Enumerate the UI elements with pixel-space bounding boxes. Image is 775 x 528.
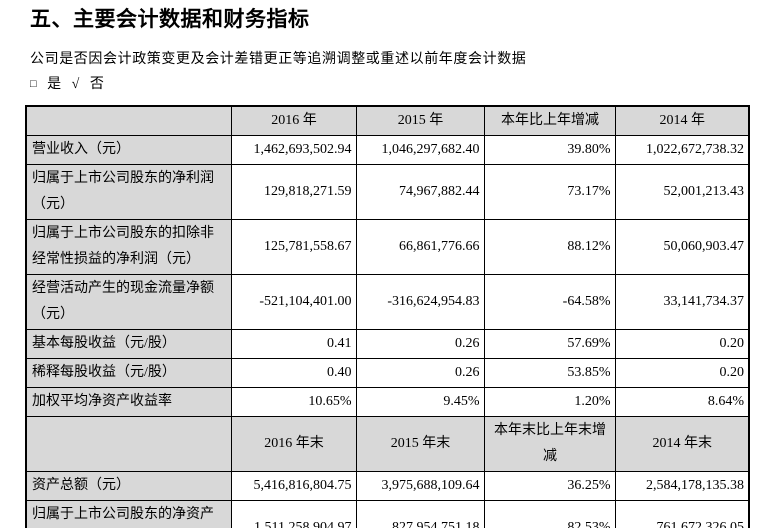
- value-cell: 0.20: [614, 329, 750, 359]
- value-cell: 1,022,672,738.32: [614, 135, 750, 165]
- restatement-answer: □ 是 √ 否: [30, 77, 775, 93]
- value-cell: 53.85%: [483, 358, 616, 388]
- row-label-cell: 基本每股收益（元/股）: [25, 329, 232, 359]
- table-row: 归属于上市公司股东的扣除非经常性损益的净利润（元） 125,781,558.67 6…: [25, 219, 750, 275]
- row-label-cell: 归属于上市公司股东的扣除非经常性损益的净利润（元）: [25, 219, 232, 275]
- value-cell: 0.20: [614, 358, 750, 388]
- section-title: 五、主要会计数据和财务指标: [30, 7, 310, 31]
- value-cell: 74,967,882.44: [355, 164, 485, 220]
- value-cell: 2,584,178,135.38: [614, 471, 750, 501]
- row-label-cell: 营业收入（元）: [25, 135, 232, 165]
- answer-yes-label: 是: [47, 77, 62, 92]
- column-header-cell: 2015 年: [355, 105, 485, 136]
- table-row: 资产总额（元） 5,416,816,804.75 3,975,688,109.64 3…: [25, 471, 750, 501]
- value-cell: 57.69%: [483, 329, 616, 359]
- answer-no-label: 否: [89, 77, 104, 92]
- column-header-cell: 2016 年: [230, 105, 357, 136]
- value-cell: 33,141,734.37: [614, 274, 750, 330]
- table-row: 归属于上市公司股东的净资产（元）1,511,258,904.97827,954,…: [25, 500, 750, 528]
- value-cell: 827,954,751.18: [355, 500, 485, 528]
- value-cell: 82.53%: [483, 500, 616, 528]
- table-row: 营业收入（元） 1,462,693,502.94 1,046,297,682.40 3…: [25, 135, 750, 165]
- value-cell: 73.17%: [483, 164, 616, 220]
- checkbox-unchecked-icon: □: [30, 78, 37, 90]
- value-cell: 0.41: [230, 329, 357, 359]
- value-cell: 761,672,326.05: [614, 500, 750, 528]
- value-cell: -316,624,954.83: [355, 274, 485, 330]
- row-label-cell: 稀释每股收益（元/股）: [25, 358, 232, 388]
- row-label-cell: 加权平均净资产收益率: [25, 387, 232, 417]
- value-cell: 3,975,688,109.64: [355, 471, 485, 501]
- table-header-row: 2016 年末 2015 年末 本年末比上年末增减 2014 年末: [25, 416, 750, 472]
- value-cell: 125,781,558.67: [230, 219, 357, 275]
- table-row: 基本每股收益（元/股） 0.41 0.26 57.69% 0.20: [25, 329, 750, 359]
- table-header-row: 2016 年 2015 年本年比上年增减 2014 年: [25, 105, 750, 136]
- value-cell: 9.45%: [355, 387, 485, 417]
- column-header-cell: 本年末比上年末增减: [483, 416, 616, 472]
- value-cell: 52,001,213.43: [614, 164, 750, 220]
- header-corner-cell: [25, 105, 232, 136]
- value-cell: 1,462,693,502.94: [230, 135, 357, 165]
- value-cell: -64.58%: [483, 274, 616, 330]
- row-label-cell: 归属于上市公司股东的净利润（元）: [25, 164, 232, 220]
- value-cell: 88.12%: [483, 219, 616, 275]
- row-label-cell: 归属于上市公司股东的净资产（元）: [25, 500, 232, 528]
- table-row: 加权平均净资产收益率 10.65% 9.45% 1.20% 8.64%: [25, 387, 750, 417]
- table-row: 稀释每股收益（元/股） 0.40 0.26 53.85% 0.20: [25, 358, 750, 388]
- value-cell: 0.26: [355, 329, 485, 359]
- row-label-cell: 资产总额（元）: [25, 471, 232, 501]
- table-row: 归属于上市公司股东的净利润（元） 129,818,271.59 74,967,882…: [25, 164, 750, 220]
- value-cell: 8.64%: [614, 387, 750, 417]
- column-header-cell: 本年比上年增减: [483, 105, 616, 136]
- column-header-cell: 2015 年末: [355, 416, 485, 472]
- value-cell: 0.26: [355, 358, 485, 388]
- header-corner-cell: [25, 416, 232, 472]
- checkmark-icon: √: [71, 77, 80, 92]
- column-header-cell: 2014 年: [614, 105, 750, 136]
- restatement-question: 公司是否因会计政策变更及会计差错更正等追溯调整或重述以前年度会计数据: [30, 52, 527, 67]
- value-cell: -521,104,401.00: [230, 274, 357, 330]
- value-cell: 66,861,776.66: [355, 219, 485, 275]
- column-header-cell: 2016 年末: [230, 416, 357, 472]
- value-cell: 129,818,271.59: [230, 164, 357, 220]
- financial-table-body: 2016 年 2015 年本年比上年增减 2014 年营业收入（元） 1,462,69…: [25, 105, 750, 528]
- column-header-cell: 2014 年末: [614, 416, 750, 472]
- value-cell: 1.20%: [483, 387, 616, 417]
- table-row: 经营活动产生的现金流量净额（元） -521,104,401.00 -316,624,…: [25, 274, 750, 330]
- row-label-cell: 经营活动产生的现金流量净额（元）: [25, 274, 232, 330]
- value-cell: 1,046,297,682.40: [355, 135, 485, 165]
- value-cell: 50,060,903.47: [614, 219, 750, 275]
- financial-indicators-table: 2016 年 2015 年本年比上年增减 2014 年营业收入（元） 1,462,69…: [25, 105, 750, 528]
- value-cell: 39.80%: [483, 135, 616, 165]
- value-cell: 10.65%: [230, 387, 357, 417]
- value-cell: 0.40: [230, 358, 357, 388]
- value-cell: 5,416,816,804.75: [230, 471, 357, 501]
- value-cell: 1,511,258,904.97: [230, 500, 357, 528]
- value-cell: 36.25%: [483, 471, 616, 501]
